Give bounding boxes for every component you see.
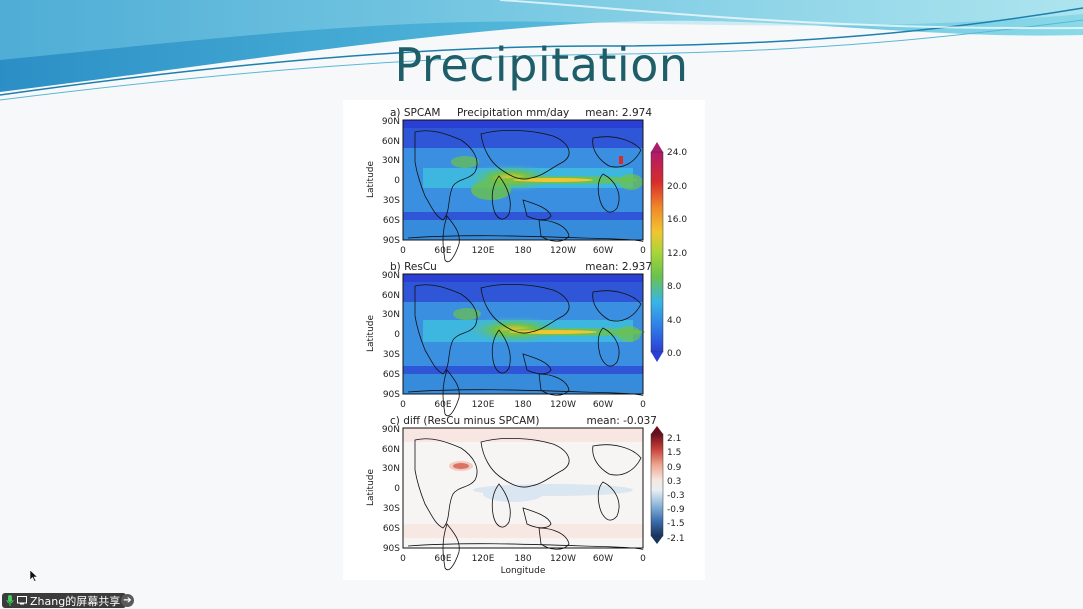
- panel-c-xlabel: Longitude: [501, 566, 546, 576]
- lat-tick: 30S: [383, 504, 400, 514]
- lat-tick: 30N: [382, 156, 400, 166]
- precipitation-figure: a) SPCAM Precipitation mm/day mean: 2.97…: [343, 100, 705, 580]
- panel-c-lat-ticks: 90N 60N 30N 0 30S 60S 90S: [382, 425, 400, 554]
- colorbar-tick: 4.0: [667, 316, 682, 326]
- panel-a-lat-ticks: 90N 60N 30N 0 30S 60S 90S: [382, 117, 400, 246]
- lon-tick: 0: [640, 554, 646, 564]
- lat-tick: 30S: [383, 350, 400, 360]
- lon-tick: 60E: [434, 246, 451, 256]
- panel-b-ylabel: Latitude: [366, 314, 376, 352]
- panel-a-lon-ticks: 0 60E 120E 180 120W 60W 0: [400, 246, 646, 256]
- lat-tick: 90N: [382, 271, 400, 281]
- lon-tick: 60W: [593, 246, 613, 256]
- screen-share-label: Zhang的屏幕共享: [30, 594, 121, 608]
- colorbar-tick: 0.0: [667, 349, 682, 359]
- panel-c: c) diff (ResCu minus SPCAM) mean: -0.037…: [366, 415, 657, 576]
- panel-a-ylabel: Latitude: [366, 160, 376, 198]
- colorbar-tick: -2.1: [667, 534, 685, 544]
- lat-tick: 0: [394, 330, 400, 340]
- lon-tick: 120E: [472, 246, 495, 256]
- lat-tick: 30S: [383, 196, 400, 206]
- header-wave-decoration: [0, 0, 1083, 101]
- panel-c-ylabel: Latitude: [366, 468, 376, 506]
- expand-arrow-icon[interactable]: ➔: [121, 594, 134, 607]
- lon-tick: 60E: [434, 400, 451, 410]
- diff-colorbar-ticks: 2.1 1.5 0.9 0.3 -0.3 -0.9 -1.5 -2.1: [667, 434, 685, 544]
- panel-a-label: a) SPCAM: [390, 107, 440, 119]
- lat-tick: 30N: [382, 310, 400, 320]
- precip-colorbar: 24.0 20.0 16.0 12.0 8.0 4.0 0.0: [650, 142, 687, 362]
- panel-b-lon-ticks: 0 60E 120E 180 120W 60W 0: [400, 400, 646, 410]
- panel-b-lat-ticks: 90N 60N 30N 0 30S 60S 90S: [382, 271, 400, 400]
- colorbar-tick: -0.9: [667, 505, 685, 515]
- colorbar-tick: -1.5: [667, 519, 685, 529]
- lon-tick: 0: [400, 554, 406, 564]
- lon-tick: 0: [400, 400, 406, 410]
- colorbar-tick: 16.0: [667, 215, 687, 225]
- lon-tick: 180: [514, 554, 531, 564]
- panel-c-lon-ticks: 0 60E 120E 180 120W 60W 0: [400, 554, 646, 564]
- mouse-cursor-icon: [30, 570, 38, 582]
- slide-title: Precipitation: [394, 38, 689, 92]
- screen-share-indicator[interactable]: Zhang的屏幕共享: [2, 593, 127, 608]
- lat-tick: 90N: [382, 425, 400, 435]
- figure-canvas: a) SPCAM Precipitation mm/day mean: 2.97…: [366, 107, 687, 576]
- colorbar-tick: 8.0: [667, 282, 682, 292]
- panel-a-map: [402, 119, 644, 263]
- lat-tick: 60S: [383, 370, 400, 380]
- panel-b: b) ResCu mean: 2.937 90: [366, 261, 652, 417]
- panel-b-label: b) ResCu: [390, 261, 437, 273]
- lat-tick: 0: [394, 484, 400, 494]
- colorbar-tick: 0.9: [667, 463, 682, 473]
- panel-b-map: [402, 273, 645, 417]
- lon-tick: 120E: [472, 554, 495, 564]
- lon-tick: 0: [640, 246, 646, 256]
- lat-tick: 30N: [382, 464, 400, 474]
- precip-colorbar-ticks: 24.0 20.0 16.0 12.0 8.0 4.0 0.0: [667, 148, 687, 359]
- lon-tick: 0: [400, 246, 406, 256]
- colorbar-tick: -0.3: [667, 491, 685, 501]
- lon-tick: 180: [514, 246, 531, 256]
- screen-share-icon: [17, 596, 27, 605]
- lon-tick: 120W: [550, 400, 576, 410]
- lat-tick: 60N: [382, 137, 400, 147]
- lat-tick: 90N: [382, 117, 400, 127]
- lat-tick: 90S: [383, 236, 400, 246]
- panel-a-subtitle: Precipitation mm/day: [457, 107, 569, 119]
- lat-tick: 0: [394, 176, 400, 186]
- lat-tick: 60N: [382, 445, 400, 455]
- lat-tick: 60S: [383, 524, 400, 534]
- lat-tick: 90S: [383, 544, 400, 554]
- diff-colorbar: 2.1 1.5 0.9 0.3 -0.3 -0.9 -1.5 -2.1: [650, 426, 685, 544]
- panel-a: a) SPCAM Precipitation mm/day mean: 2.97…: [366, 107, 652, 263]
- lon-tick: 180: [514, 400, 531, 410]
- panel-b-mean: mean: 2.937: [585, 261, 652, 273]
- panel-a-mean: mean: 2.974: [585, 107, 652, 119]
- lon-tick: 60W: [593, 554, 613, 564]
- lon-tick: 120E: [472, 400, 495, 410]
- lon-tick: 60W: [593, 400, 613, 410]
- microphone-icon: [6, 595, 14, 606]
- colorbar-tick: 1.5: [667, 448, 681, 458]
- lat-tick: 60N: [382, 291, 400, 301]
- colorbar-tick: 12.0: [667, 249, 687, 259]
- lat-tick: 90S: [383, 390, 400, 400]
- lon-tick: 0: [640, 400, 646, 410]
- colorbar-tick: 0.3: [667, 477, 681, 487]
- colorbar-tick: 20.0: [667, 182, 687, 192]
- panel-c-mean: mean: -0.037: [586, 415, 657, 427]
- lon-tick: 60E: [434, 554, 451, 564]
- colorbar-tick: 2.1: [667, 434, 681, 444]
- lat-tick: 60S: [383, 216, 400, 226]
- lon-tick: 120W: [550, 246, 576, 256]
- lon-tick: 120W: [550, 554, 576, 564]
- colorbar-tick: 24.0: [667, 148, 687, 158]
- panel-c-label: c) diff (ResCu minus SPCAM): [390, 415, 539, 427]
- panel-c-map: [402, 427, 644, 571]
